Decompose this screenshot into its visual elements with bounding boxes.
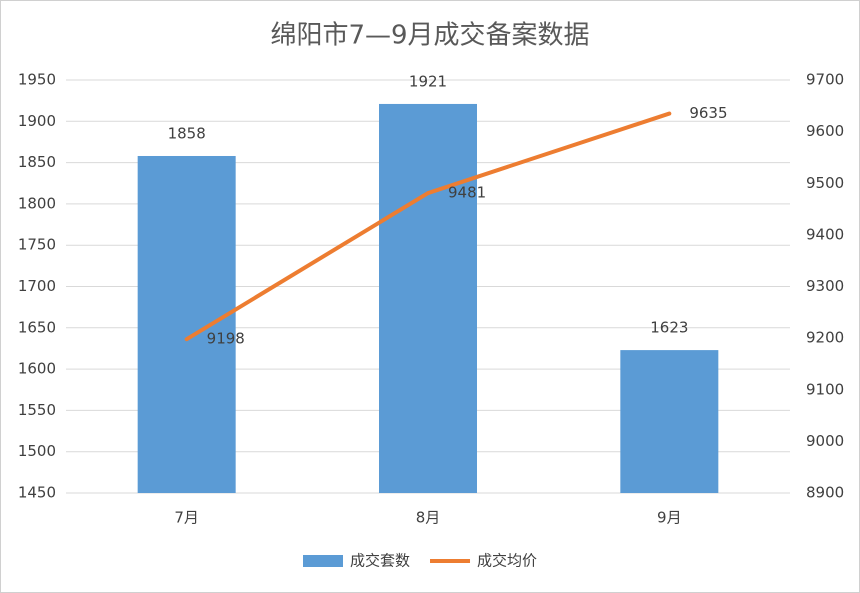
y2-tick-label: 9600 — [806, 122, 844, 140]
y-tick-label: 1950 — [18, 71, 56, 89]
bar — [379, 103, 477, 493]
y2-tick-label: 9700 — [806, 71, 844, 89]
legend-label: 成交套数 — [350, 552, 410, 570]
y2-tick-label: 9000 — [806, 432, 844, 450]
y-tick-label: 1800 — [18, 194, 56, 212]
legend-swatch — [303, 555, 343, 567]
y-tick-label: 1700 — [18, 277, 56, 295]
data-label: 1858 — [168, 124, 206, 142]
y2-tick-label: 9300 — [806, 277, 844, 295]
y2-tick-label: 9500 — [806, 174, 844, 192]
y-tick-label: 1650 — [18, 318, 56, 336]
legend-label: 成交均价 — [477, 552, 537, 570]
x-tick-label: 8月 — [416, 509, 441, 527]
line — [184, 111, 672, 342]
bar — [137, 155, 236, 493]
y2-tick-label: 8900 — [806, 484, 844, 502]
x-tick-label: 7月 — [174, 509, 199, 527]
chart-title: 绵阳市7—9月成交备案数据 — [270, 21, 589, 51]
y2-tick-label: 9400 — [806, 225, 844, 243]
y2-tick-label: 9200 — [806, 329, 844, 347]
y-tick-label: 1900 — [18, 112, 56, 130]
y-tick-label: 1450 — [18, 484, 56, 502]
y-tick-label: 1550 — [18, 401, 56, 419]
data-label: 1623 — [650, 319, 688, 337]
x-tick-label: 9月 — [657, 509, 682, 527]
y-tick-label: 1850 — [18, 153, 56, 171]
y-tick-label: 1500 — [18, 442, 56, 460]
data-label: 1921 — [409, 72, 447, 90]
data-label: 9635 — [689, 104, 727, 122]
data-label: 9198 — [207, 330, 245, 348]
data-label: 9481 — [448, 184, 486, 202]
y-tick-label: 1750 — [18, 236, 56, 254]
bar — [620, 350, 719, 493]
y-tick-label: 1600 — [18, 360, 56, 378]
y2-tick-label: 9100 — [806, 380, 844, 398]
